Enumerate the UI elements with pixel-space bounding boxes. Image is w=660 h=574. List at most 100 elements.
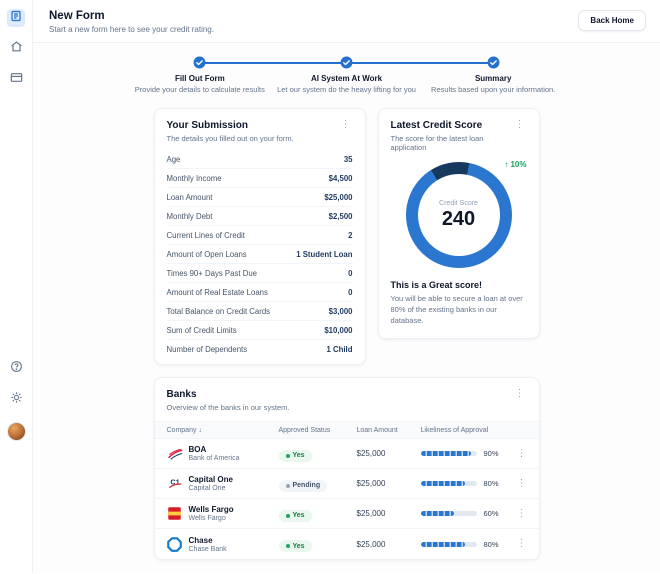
status-dot-icon bbox=[285, 513, 290, 518]
page-header: New Form Start a new form here to see yo… bbox=[33, 0, 660, 42]
submission-row: Amount of Real Estate Loans 0 bbox=[166, 283, 353, 302]
bank-subname: Capital One bbox=[188, 485, 226, 492]
header-divider bbox=[33, 42, 660, 43]
banks-card: Banks Overview of the banks in our syste… bbox=[153, 377, 540, 560]
field-value: 0 bbox=[348, 268, 353, 278]
field-value: $2,500 bbox=[328, 211, 353, 221]
score-menu-button[interactable]: ⋮ bbox=[514, 119, 525, 130]
sidebar-item-forms[interactable] bbox=[7, 9, 25, 27]
status-badge: Yes bbox=[278, 540, 312, 552]
step-ai-system: AI System At Work Let our system do the … bbox=[273, 56, 420, 94]
status-dot-icon bbox=[285, 483, 290, 488]
avatar[interactable] bbox=[6, 422, 26, 441]
step-label: Summary bbox=[474, 74, 512, 83]
step-description: Results based upon your information. bbox=[431, 85, 556, 94]
submission-card-subtitle: The details you filled out on your form. bbox=[166, 134, 294, 143]
field-label: Age bbox=[166, 154, 181, 164]
submission-table: Age 35 Monthly Income $4,500 Loan Amount $2… bbox=[166, 150, 353, 358]
approval-percent: 60% bbox=[483, 509, 499, 518]
field-value: 35 bbox=[343, 154, 353, 164]
loan-amount: $25,000 bbox=[356, 539, 386, 549]
field-label: Amount of Open Loans bbox=[166, 249, 247, 259]
field-label: Amount of Real Estate Loans bbox=[166, 287, 268, 297]
arrow-up-icon: ↑ bbox=[504, 160, 509, 169]
field-value: $3,000 bbox=[328, 306, 353, 316]
field-label: Monthly Debt bbox=[166, 211, 213, 221]
boa-logo bbox=[167, 446, 183, 462]
status-badge: Yes bbox=[278, 509, 312, 522]
field-value: 1 Child bbox=[326, 344, 353, 354]
column-approved-status: Approved Status bbox=[278, 426, 331, 434]
field-label: Monthly Income bbox=[166, 173, 222, 183]
banks-menu-button[interactable]: ⋮ bbox=[514, 388, 525, 399]
approval-percent: 90% bbox=[483, 449, 499, 458]
bank-row: BOA Bank of America Yes $25,000 90% ⋮ bbox=[154, 439, 539, 469]
submission-row: Total Balance on Credit Cards $3,000 bbox=[166, 302, 353, 321]
submission-row: Sum of Credit Limits $10,000 bbox=[166, 321, 353, 340]
approval-progress-bar bbox=[420, 481, 477, 486]
score-description: You will be able to secure a loan at ove… bbox=[390, 294, 523, 325]
gauge-label: Credit Score bbox=[439, 199, 478, 207]
credit-score-gauge: Credit Score 240 bbox=[405, 162, 512, 268]
field-label: Sum of Credit Limits bbox=[166, 325, 237, 335]
submission-row: Number of Dependents 1 Child bbox=[167, 340, 353, 358]
submission-row: Times 90+ Days Past Due 0 bbox=[166, 264, 353, 283]
bank-name: BOA bbox=[188, 445, 207, 454]
back-home-button[interactable]: Back Home bbox=[578, 10, 646, 31]
help-icon bbox=[10, 360, 23, 378]
status-badge: Yes bbox=[278, 449, 312, 462]
score-change-value: 10% bbox=[510, 160, 527, 169]
submission-row: Age 35 bbox=[166, 150, 353, 169]
status-dot-icon bbox=[285, 453, 290, 458]
stepper: Fill Out Form Provide your details to ca… bbox=[127, 56, 567, 94]
step-check-icon bbox=[340, 56, 353, 69]
status-dot-icon bbox=[285, 544, 290, 548]
submission-row: Monthly Debt $2,500 bbox=[166, 207, 353, 226]
sidebar-item-help[interactable] bbox=[7, 360, 25, 378]
field-label: Loan Amount bbox=[166, 192, 213, 202]
sidebar-item-settings[interactable] bbox=[7, 391, 25, 409]
capital-one-logo: C1 bbox=[167, 476, 183, 492]
submission-card: Your Submission The details you filled o… bbox=[153, 108, 366, 365]
submission-row: Monthly Income $4,500 bbox=[166, 169, 353, 188]
field-value: $25,000 bbox=[324, 192, 353, 202]
bank-name: Wells Fargo bbox=[188, 505, 234, 514]
column-likeliness: Likeliness of Approval bbox=[420, 426, 489, 434]
bank-subname: Bank of America bbox=[188, 455, 240, 462]
column-company[interactable]: Company ↓ bbox=[166, 426, 202, 434]
score-headline: This is a Great score! bbox=[390, 280, 483, 290]
submission-menu-button[interactable]: ⋮ bbox=[340, 119, 351, 130]
bank-row-menu-button[interactable]: ⋮ bbox=[516, 538, 527, 549]
sidebar-item-home[interactable] bbox=[7, 40, 25, 58]
page-title: New Form bbox=[49, 10, 105, 22]
step-fill-out-form: Fill Out Form Provide your details to ca… bbox=[127, 56, 274, 94]
field-label: Times 90+ Days Past Due bbox=[166, 268, 258, 278]
field-value: $4,500 bbox=[328, 173, 353, 183]
bank-row: Wells Fargo Wells Fargo Yes $25,000 60% ⋮ bbox=[154, 499, 539, 529]
field-value: $10,000 bbox=[324, 325, 353, 335]
bank-row-menu-button[interactable]: ⋮ bbox=[516, 507, 527, 519]
submission-row: Amount of Open Loans 1 Student Loan bbox=[166, 245, 353, 264]
approval-percent: 80% bbox=[483, 539, 499, 549]
submission-card-title: Your Submission bbox=[166, 120, 249, 131]
field-value: 1 Student Loan bbox=[296, 249, 353, 259]
approval-progress-bar bbox=[420, 511, 477, 516]
bank-row-menu-button[interactable]: ⋮ bbox=[516, 477, 527, 489]
step-label: Fill Out Form bbox=[174, 74, 225, 83]
approval-progress-bar bbox=[420, 541, 477, 547]
banks-table-header: Company ↓ Approved Status Loan Amount Li… bbox=[154, 421, 539, 439]
step-description: Provide your details to calculate result… bbox=[134, 85, 265, 94]
wells-fargo-logo bbox=[167, 506, 183, 522]
field-label: Number of Dependents bbox=[166, 344, 248, 354]
banks-card-subtitle: Overview of the banks in our system. bbox=[166, 403, 290, 412]
sort-descending-icon: ↓ bbox=[198, 426, 202, 434]
step-check-icon bbox=[193, 56, 206, 69]
step-description: Let our system do the heavy lifting for … bbox=[277, 85, 416, 94]
loan-amount: $25,000 bbox=[356, 449, 386, 458]
page-subtitle: Start a new form here to see your credit… bbox=[49, 25, 214, 34]
score-card-title: Latest Credit Score bbox=[390, 120, 483, 131]
form-icon bbox=[10, 9, 22, 27]
bank-row-menu-button[interactable]: ⋮ bbox=[516, 447, 527, 459]
submission-row: Current Lines of Credit 2 bbox=[166, 226, 353, 245]
sidebar-item-payments[interactable] bbox=[7, 71, 25, 89]
